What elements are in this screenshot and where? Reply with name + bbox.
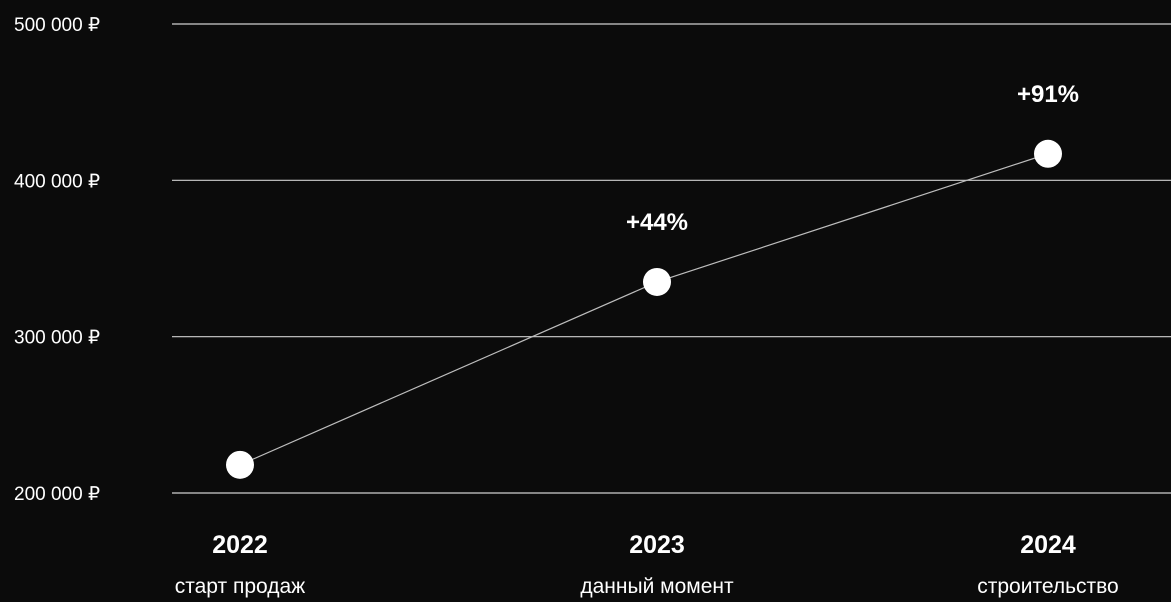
stage-label-2024: строительство <box>977 575 1118 598</box>
stage-label-2023: данный момент <box>580 575 734 598</box>
series-line <box>239 153 1049 466</box>
y-tick-label-500000: 500 000 ₽ <box>14 15 100 36</box>
year-label-2023: 2023 <box>629 531 685 559</box>
data-point-2022 <box>226 450 254 479</box>
growth-label-2023: +44% <box>626 209 688 236</box>
data-point-2024 <box>1034 139 1062 168</box>
y-tick-label-200000: 200 000 ₽ <box>14 484 100 505</box>
stage-label-2022: старт продаж <box>175 575 305 598</box>
y-tick-label-400000: 400 000 ₽ <box>14 171 100 192</box>
year-label-2024: 2024 <box>1020 531 1076 559</box>
growth-label-2024: +91% <box>1017 81 1079 108</box>
year-label-2022: 2022 <box>212 531 268 559</box>
y-tick-label-300000: 300 000 ₽ <box>14 328 100 349</box>
data-point-2023 <box>643 267 671 296</box>
